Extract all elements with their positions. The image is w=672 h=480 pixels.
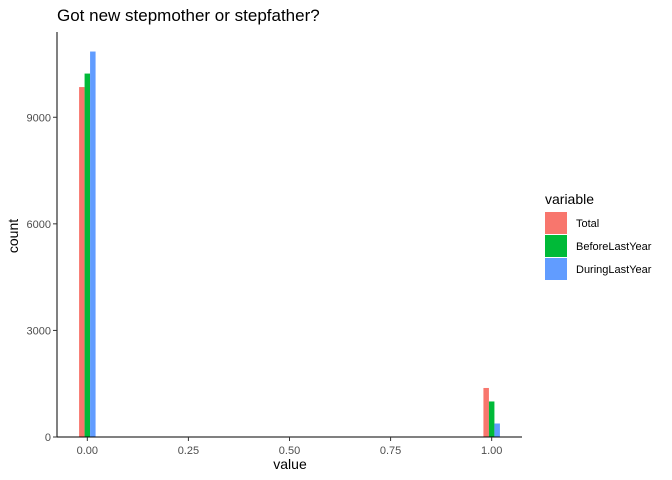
bar-total-1	[483, 387, 489, 437]
y-tick-label: 6000	[27, 219, 51, 231]
x-tick-label: 0.00	[77, 445, 98, 457]
x-tick-label: 0.50	[279, 445, 300, 457]
x-tick-label: 0.25	[178, 445, 199, 457]
x-axis-title: value	[273, 456, 307, 472]
bar-duringlastyear-1	[494, 423, 500, 437]
legend-key-total	[545, 212, 567, 234]
bar-duringlastyear-0	[90, 51, 96, 437]
y-tick-label: 9000	[27, 112, 51, 124]
x-tick-label: 0.75	[380, 445, 401, 457]
chart-title: Got new stepmother or stepfather?	[57, 6, 320, 25]
y-axis-title: count	[5, 219, 21, 253]
bar-beforelastyear-0	[84, 73, 91, 437]
legend-label-total: Total	[576, 218, 599, 230]
legend-key-duringlastyear	[545, 258, 567, 280]
bar-total-0	[79, 87, 85, 437]
bar-beforelastyear-1	[488, 401, 495, 437]
legend-title: variable	[545, 191, 594, 207]
plot-area: 0 3000 6000 9000 0.00 0.25 0.50 0.75 1.00	[27, 32, 522, 457]
x-axis-ticks: 0.00 0.25 0.50 0.75 1.00	[77, 437, 502, 457]
y-tick-label: 0	[45, 432, 51, 444]
y-tick-label: 3000	[27, 325, 51, 337]
bars	[79, 51, 500, 437]
legend-label-duringlastyear: DuringLastYear	[576, 264, 652, 276]
legend: variable Total BeforeLastYear DuringLastYe…	[545, 191, 652, 280]
legend-key-beforelastyear	[545, 235, 567, 257]
legend-label-beforelastyear: BeforeLastYear	[576, 241, 652, 253]
y-axis-ticks: 0 3000 6000 9000	[27, 112, 57, 444]
x-tick-label: 1.00	[481, 445, 502, 457]
